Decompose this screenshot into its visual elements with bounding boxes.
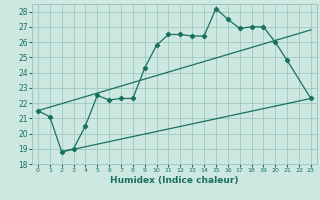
X-axis label: Humidex (Indice chaleur): Humidex (Indice chaleur) (110, 176, 239, 185)
